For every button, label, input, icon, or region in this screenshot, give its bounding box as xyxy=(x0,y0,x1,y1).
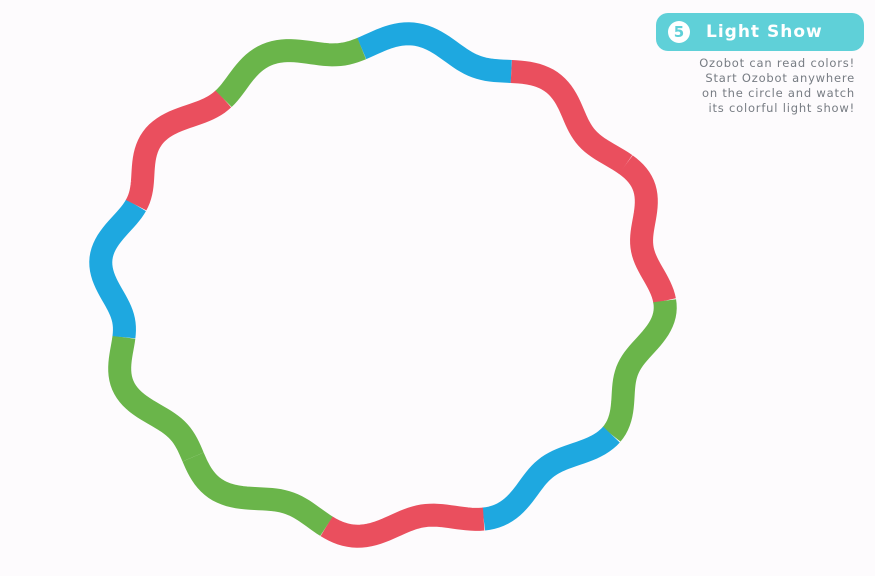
track-segment-red xyxy=(320,503,485,548)
track-segment-green xyxy=(182,452,333,536)
track-segment-blue xyxy=(89,199,146,339)
activity-badge: 5 Light Show xyxy=(656,13,864,51)
track-segment-green xyxy=(215,37,367,107)
track-segment-green xyxy=(602,299,677,442)
description-line: Ozobot can read colors! xyxy=(699,56,855,70)
track-segment-red xyxy=(510,59,633,175)
description-line: its colorful light show! xyxy=(708,101,855,115)
track-segment-green xyxy=(108,335,204,462)
track-segment-red xyxy=(125,90,232,211)
track-segment-red xyxy=(618,155,676,304)
activity-title: Light Show xyxy=(706,22,823,42)
activity-description: Ozobot can read colors! Start Ozobot any… xyxy=(625,56,855,116)
track-segment-blue xyxy=(357,22,512,83)
description-line: on the circle and watch xyxy=(701,86,855,100)
description-line: Start Ozobot anywhere xyxy=(705,71,855,85)
track-segment-blue xyxy=(482,426,620,531)
activity-number: 5 xyxy=(668,21,690,43)
